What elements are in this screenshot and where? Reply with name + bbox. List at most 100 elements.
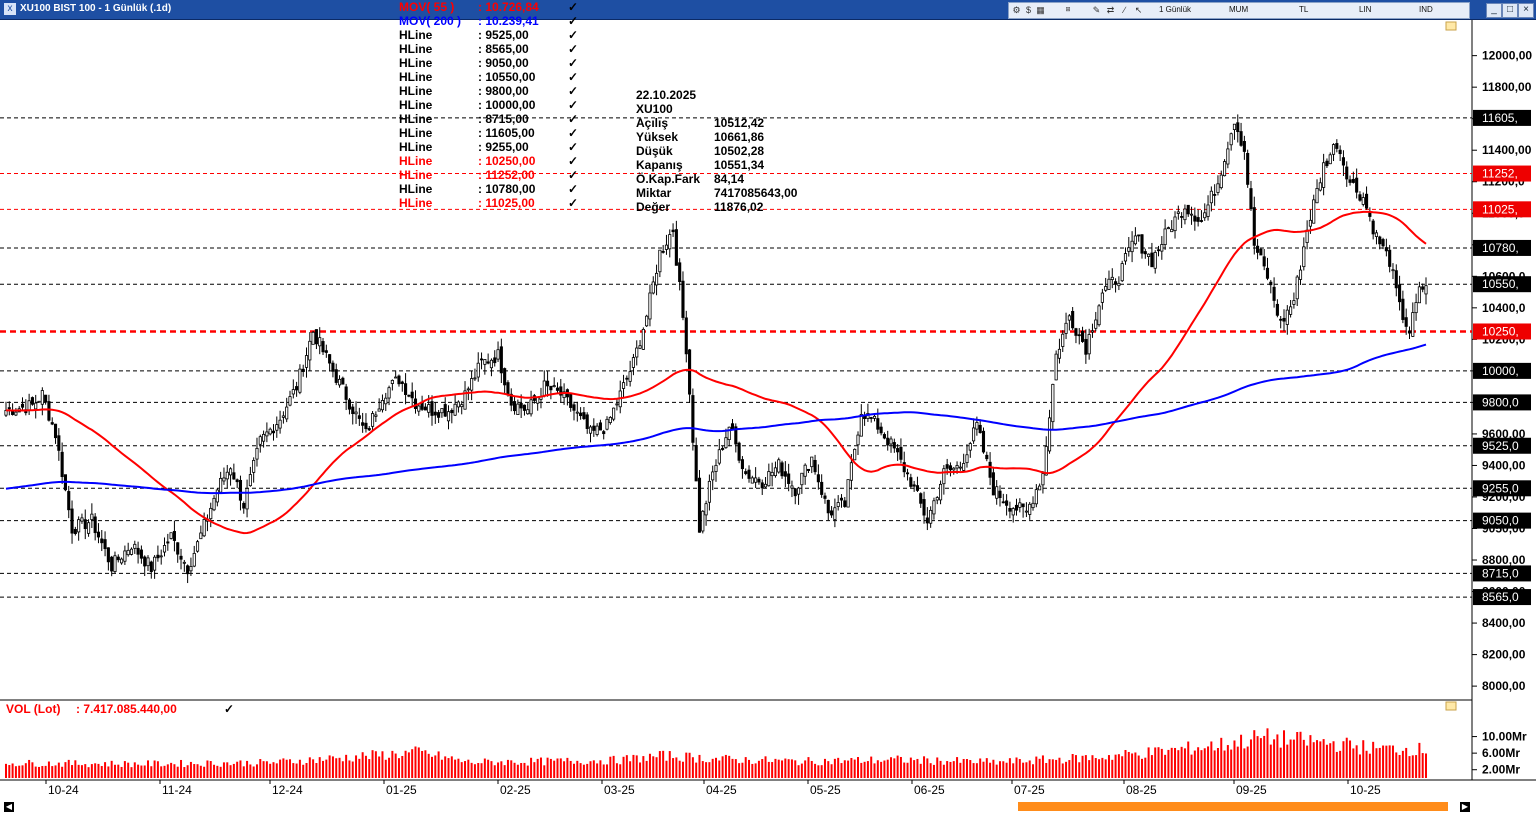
window-menu-icon[interactable]: x — [4, 3, 16, 15]
portfolio-button[interactable]: ⊞ — [1065, 7, 1071, 13]
candle-body-362 — [1199, 220, 1203, 222]
arrows-icon[interactable]: ⇄ — [1106, 5, 1115, 15]
volume-bar-341 — [1131, 753, 1134, 778]
candle-body-277 — [919, 493, 923, 504]
volume-legend-check-icon[interactable]: ✓ — [224, 702, 235, 716]
volume-bar-330 — [1094, 758, 1097, 778]
chart-settings-icon[interactable]: ⚙ — [1012, 5, 1021, 15]
candle-body-79 — [265, 431, 269, 437]
legend-check-icon-5[interactable]: ✓ — [568, 70, 579, 84]
line-tool-icon[interactable]: ∕ — [1123, 5, 1126, 15]
legend-check-icon-9[interactable]: ✓ — [568, 126, 579, 140]
candle-body-311 — [1031, 502, 1035, 509]
volume-bar-201 — [668, 751, 671, 778]
volume-bar-68 — [229, 765, 232, 778]
volume-bar-299 — [992, 759, 995, 778]
volume-bar-274 — [909, 757, 912, 778]
legend-check-icon-13[interactable]: ✓ — [568, 182, 579, 196]
scroll-left-icon[interactable]: ◀ — [4, 802, 14, 812]
volume-bar-213 — [708, 762, 711, 778]
volume-bar-305 — [1012, 763, 1015, 778]
legend-check-icon-1[interactable]: ✓ — [568, 14, 579, 28]
scroll-right-icon[interactable]: ▶ — [1460, 802, 1470, 812]
close-button[interactable]: × — [1518, 3, 1534, 18]
volume-bar-106 — [355, 755, 358, 778]
volume-bar-33 — [113, 764, 116, 778]
pen-icon[interactable]: ✎ — [1092, 5, 1101, 15]
volume-bar-69 — [232, 763, 235, 778]
candle-body-425 — [1407, 330, 1412, 334]
volume-bar-284 — [942, 764, 945, 778]
legend-check-icon-8[interactable]: ✓ — [568, 112, 579, 126]
horizontal-scrollbar-thumb[interactable] — [1018, 802, 1448, 811]
candle-body-347 — [1150, 252, 1154, 268]
candle-body-329 — [1090, 330, 1095, 333]
legend-check-icon-3[interactable]: ✓ — [568, 42, 579, 56]
candle-body-294 — [975, 422, 979, 430]
volume-panel-options-icon[interactable] — [1445, 701, 1457, 711]
volume-bar-72 — [242, 766, 245, 778]
candle-body-413 — [1368, 212, 1372, 217]
candle-body-324 — [1074, 328, 1078, 336]
price-chart[interactable]: 8000,008200,008400,008600,008800,009050,… — [0, 20, 1536, 818]
period-selector[interactable]: 1 Günlük — [1159, 5, 1192, 14]
y-tick-label-4: 8800,00 — [1482, 553, 1526, 567]
candle-type-selector[interactable]: MUM — [1229, 5, 1249, 14]
legend-check-icon-12[interactable]: ✓ — [568, 168, 579, 182]
candle-body-68 — [229, 468, 233, 476]
volume-bar-87 — [292, 763, 295, 778]
volume-bar-183 — [609, 756, 612, 778]
minimize-button[interactable]: _ — [1486, 3, 1502, 18]
volume-bar-22 — [77, 764, 80, 778]
volume-bar-396 — [1312, 742, 1315, 778]
candle-body-367 — [1216, 183, 1220, 193]
volume-bar-278 — [923, 756, 926, 778]
hline-label-0: 11605, — [1482, 111, 1518, 125]
volume-bar-98 — [328, 755, 331, 778]
volume-bar-20 — [71, 765, 74, 778]
volume-bar-74 — [249, 764, 252, 778]
volume-bar-108 — [361, 752, 364, 778]
legend-check-icon-7[interactable]: ✓ — [568, 98, 579, 112]
currency-selector[interactable]: TL — [1299, 5, 1309, 14]
maximize-button[interactable]: □ — [1502, 3, 1518, 18]
legend-check-icon-6[interactable]: ✓ — [568, 84, 579, 98]
volume-bar-264 — [876, 760, 879, 778]
candle-body-322 — [1067, 315, 1071, 321]
candle-body-221 — [734, 426, 738, 445]
candle-body-374 — [1239, 131, 1243, 146]
candle-body-335 — [1110, 276, 1114, 280]
candle-body-169 — [562, 391, 566, 399]
money-icon[interactable]: $ — [1025, 5, 1031, 15]
portfolio-icon[interactable]: ▦ — [1036, 5, 1045, 15]
legend-name-8: HLine — [399, 112, 433, 126]
legend-check-icon-0[interactable]: ✓ — [568, 0, 579, 14]
scale-selector[interactable]: LIN — [1359, 5, 1372, 14]
candle-body-46 — [156, 554, 160, 559]
candle-body-339 — [1123, 253, 1128, 262]
panel-options-icon[interactable] — [1445, 21, 1457, 31]
candle-body-88 — [295, 386, 299, 391]
indicator-selector[interactable]: IND — [1419, 5, 1433, 14]
volume-bar-302 — [1002, 761, 1005, 778]
x-tick-label-10: 08-25 — [1126, 783, 1157, 797]
volume-bar-152 — [506, 759, 509, 778]
legend-check-icon-14[interactable]: ✓ — [568, 196, 579, 210]
legend-value-13: : 10780,00 — [478, 182, 536, 196]
candle-body-408 — [1351, 178, 1355, 183]
candle-body-418 — [1384, 247, 1388, 252]
legend-check-icon-2[interactable]: ✓ — [568, 28, 579, 42]
volume-bar-11 — [41, 766, 44, 778]
legend-name-0: MOV( 55 ) — [399, 0, 455, 14]
volume-bar-232 — [771, 762, 774, 778]
legend-check-icon-10[interactable]: ✓ — [568, 140, 579, 154]
x-tick-label-8: 06-25 — [914, 783, 945, 797]
volume-bar-304 — [1008, 758, 1011, 778]
cursor-icon[interactable]: ↖ — [1134, 5, 1143, 15]
candle-body-411 — [1361, 197, 1365, 205]
volume-bar-411 — [1362, 740, 1365, 778]
candle-body-420 — [1391, 269, 1395, 272]
legend-check-icon-11[interactable]: ✓ — [568, 154, 579, 168]
legend-check-icon-4[interactable]: ✓ — [568, 56, 579, 70]
candle-body-95 — [318, 337, 322, 347]
